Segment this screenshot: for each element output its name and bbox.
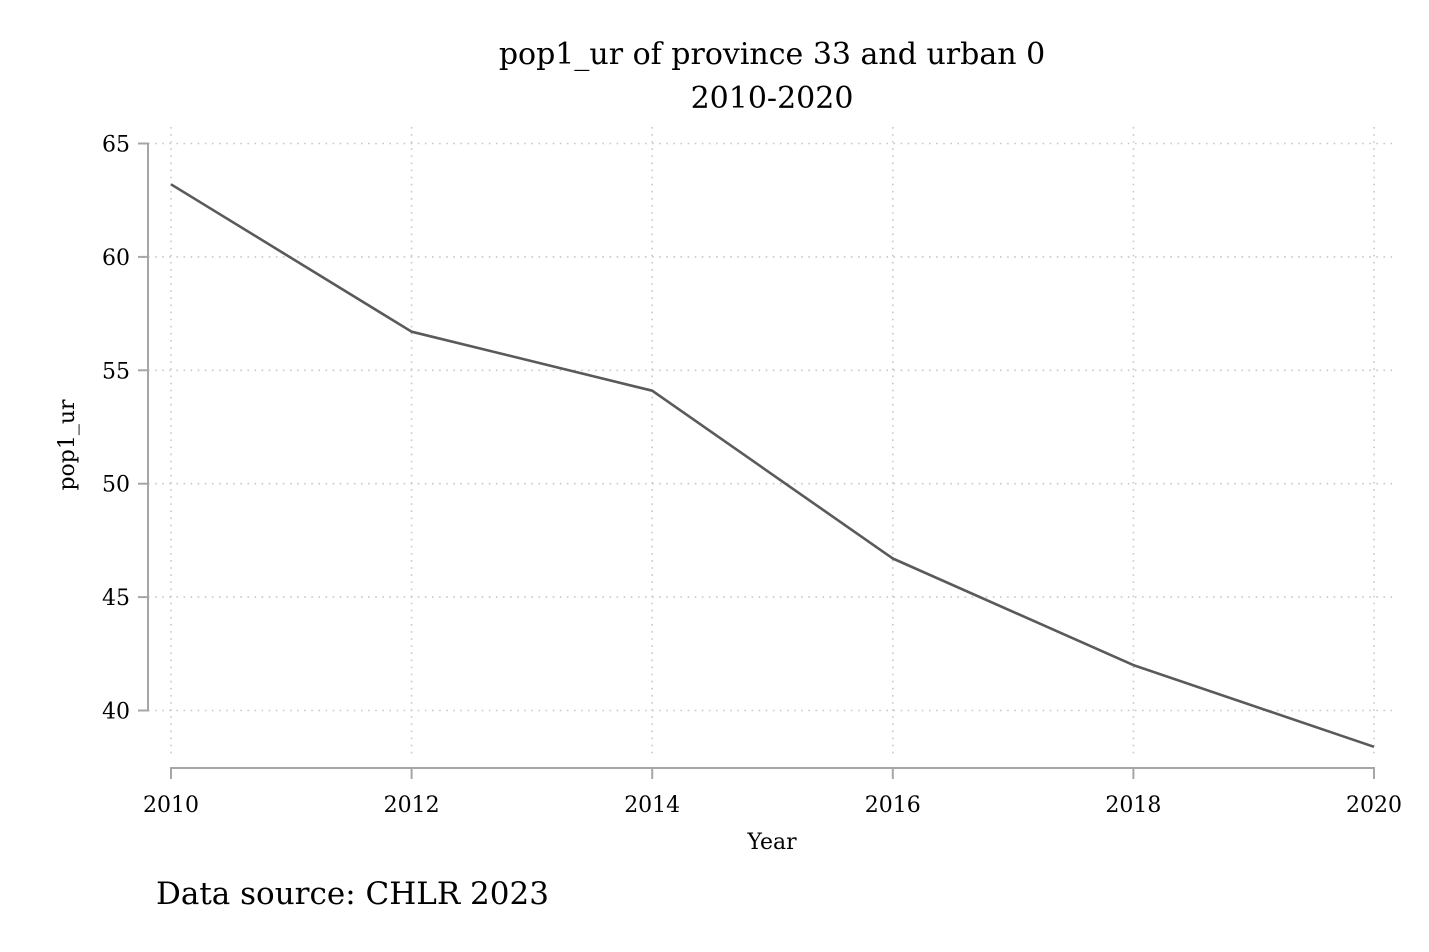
y-tick-label: 55 bbox=[102, 359, 130, 384]
axes bbox=[147, 142, 1375, 769]
series-group bbox=[170, 183, 1375, 749]
y-tick-label: 45 bbox=[102, 586, 130, 611]
x-axis-title: Year bbox=[746, 830, 797, 855]
grid-lines bbox=[148, 127, 1396, 757]
data-source-note: Data source: CHLR 2023 bbox=[156, 876, 549, 912]
y-tick-label: 65 bbox=[102, 133, 130, 158]
y-tick-label: 60 bbox=[102, 246, 130, 271]
chart-subtitle: 2010-2020 bbox=[691, 81, 854, 116]
x-tick-label: 2016 bbox=[865, 793, 921, 818]
y-tick-label: 40 bbox=[102, 700, 130, 725]
x-axis-ticks: 2010 2012 2014 2016 2018 2020 bbox=[143, 768, 1402, 818]
chart-title: pop1_ur of province 33 and urban 0 bbox=[499, 37, 1045, 72]
x-tick-label: 2018 bbox=[1105, 793, 1161, 818]
y-tick-label: 50 bbox=[102, 473, 130, 498]
x-tick-label: 2012 bbox=[384, 793, 440, 818]
y-axis-ticks: 40 45 50 55 60 65 bbox=[102, 133, 148, 725]
x-tick-label: 2014 bbox=[624, 793, 680, 818]
series-line bbox=[170, 183, 1375, 749]
y-axis-title: pop1_ur bbox=[55, 399, 80, 491]
x-tick-label: 2010 bbox=[143, 793, 199, 818]
x-tick-label: 2020 bbox=[1346, 793, 1402, 818]
